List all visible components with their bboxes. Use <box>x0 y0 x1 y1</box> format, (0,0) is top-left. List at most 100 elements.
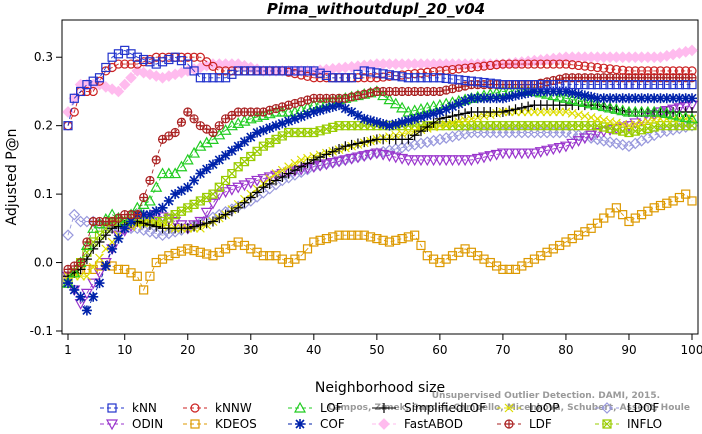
data-point <box>597 134 610 147</box>
data-point <box>283 168 294 179</box>
data-point <box>321 234 332 244</box>
data-point <box>496 148 509 160</box>
data-point <box>258 66 268 76</box>
legend-marker <box>190 403 200 413</box>
data-point <box>175 160 188 172</box>
data-point <box>359 66 369 76</box>
data-point <box>345 153 358 165</box>
data-point <box>195 219 206 230</box>
data-point <box>334 230 344 240</box>
legend-marker <box>601 402 613 414</box>
data-point <box>460 96 471 107</box>
data-point <box>662 198 672 208</box>
data-point <box>352 138 363 149</box>
data-point <box>169 167 182 179</box>
data-point <box>188 146 201 158</box>
series-line <box>68 111 692 277</box>
x-tick-label: 1 <box>64 343 72 357</box>
series-ldf <box>63 73 697 274</box>
data-point <box>340 73 350 83</box>
data-point <box>492 79 502 89</box>
data-point <box>528 148 541 160</box>
watermark-line2: Unsupervised Outlier Detection. DAMI, 20… <box>432 391 660 401</box>
data-point <box>132 271 142 281</box>
data-point <box>547 144 560 156</box>
y-tick-label: 0.0 <box>34 256 53 270</box>
data-point <box>183 107 193 117</box>
plot-frame <box>61 19 699 335</box>
data-point <box>113 221 124 232</box>
data-point <box>233 141 244 152</box>
data-point <box>340 230 350 240</box>
data-point <box>195 73 205 83</box>
data-point <box>686 119 698 132</box>
data-point <box>265 174 275 184</box>
data-point <box>289 165 300 176</box>
legend-label: ODIN <box>132 417 163 431</box>
data-point <box>265 66 275 76</box>
data-point <box>622 105 635 117</box>
data-point <box>447 101 458 112</box>
data-point <box>410 230 420 240</box>
data-point <box>182 223 193 234</box>
data-point <box>636 79 647 90</box>
data-point <box>529 86 540 97</box>
data-point <box>573 89 584 100</box>
data-point <box>673 109 686 121</box>
data-point <box>435 73 445 83</box>
data-point <box>605 208 615 218</box>
data-point <box>554 86 565 97</box>
data-point <box>150 227 163 240</box>
data-point <box>107 243 118 254</box>
data-point <box>207 159 218 170</box>
legend: kNN kNNW LOF SimplifiedLOF LoOP LDOF ODIN KDEOS… <box>100 401 662 431</box>
legend-label: kNNW <box>215 401 252 415</box>
data-point <box>542 86 553 97</box>
data-point <box>435 66 445 76</box>
data-point <box>560 86 571 97</box>
data-point <box>466 62 476 73</box>
data-point <box>660 106 673 117</box>
data-point <box>126 216 137 227</box>
data-point <box>284 162 294 172</box>
data-point <box>434 133 446 146</box>
data-point <box>610 103 623 114</box>
data-point <box>226 206 237 217</box>
data-point <box>208 73 218 83</box>
data-point <box>277 118 288 129</box>
data-point <box>88 262 98 272</box>
data-point <box>466 93 477 104</box>
legend-marker <box>107 403 117 413</box>
data-point <box>163 195 174 206</box>
data-point <box>561 59 571 69</box>
data-point <box>471 153 484 165</box>
data-point <box>479 61 489 71</box>
data-point <box>434 106 445 117</box>
data-point <box>69 93 79 103</box>
data-point <box>440 155 453 167</box>
data-point <box>649 79 659 90</box>
data-point <box>132 210 142 220</box>
data-point <box>610 137 623 150</box>
data-point <box>181 153 194 165</box>
data-point <box>452 129 465 142</box>
data-point <box>573 60 584 71</box>
series-knn <box>63 45 697 131</box>
data-point <box>144 209 155 220</box>
data-point <box>340 141 351 152</box>
data-point <box>384 120 395 131</box>
data-point <box>359 230 369 240</box>
data-point <box>239 136 250 147</box>
data-point <box>245 192 256 203</box>
data-point <box>208 127 218 138</box>
data-point <box>145 175 155 186</box>
data-point <box>687 196 697 206</box>
data-point <box>334 100 345 111</box>
data-point <box>567 79 577 90</box>
x-tick-label: 40 <box>306 343 321 357</box>
data-point <box>510 90 521 101</box>
data-point <box>139 192 149 203</box>
data-point <box>510 79 521 90</box>
legend-marker <box>295 419 305 429</box>
